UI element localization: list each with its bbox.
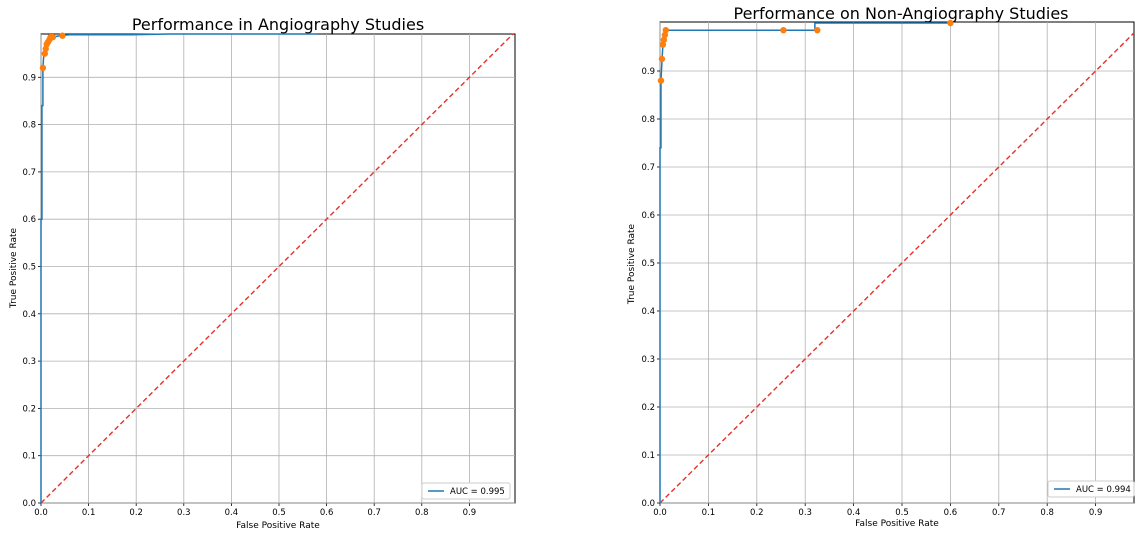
diagonal-layer <box>659 32 1135 504</box>
chance-diagonal-line <box>659 32 1135 504</box>
chart-non-angiography: Performance on Non-Angiography Studies 0… <box>627 4 1135 529</box>
y-tick-label: 0.7 <box>22 168 36 178</box>
x-tick-label: 0.6 <box>944 508 958 518</box>
x-tick-label: 0.5 <box>272 508 286 518</box>
points-layer <box>39 32 66 72</box>
legend-box <box>421 482 511 500</box>
y-axis-label: True Positive Rate <box>627 223 637 305</box>
y-tick-label: 0.5 <box>641 259 655 269</box>
threshold-point <box>661 31 669 39</box>
y-tick-label: 0.9 <box>641 67 655 77</box>
y-tick-label: 0.2 <box>22 404 36 414</box>
x-tick-label: 0.8 <box>1040 508 1054 518</box>
x-tick-label: 0.7 <box>992 508 1006 518</box>
x-tick-label: 0.9 <box>1089 508 1103 518</box>
x-tick-label: 0.2 <box>750 508 764 518</box>
y-tick-label: 0.0 <box>641 499 655 509</box>
y-tick-label: 0.0 <box>22 499 36 509</box>
x-tick-label: 0.4 <box>847 508 861 518</box>
y-tick-label: 0.4 <box>641 307 655 317</box>
y-tick-labels: 0.0 0.1 0.2 0.3 0.4 0.5 0.6 0.7 0.8 0.9 <box>641 67 655 509</box>
y-tick-label: 0.9 <box>22 73 36 83</box>
threshold-point <box>662 27 670 34</box>
threshold-point <box>49 33 57 41</box>
x-tick-label: 0.8 <box>415 508 429 518</box>
chart-angiography: Performance in Angiography Studies 0.0 0.… <box>9 15 516 531</box>
x-tick-label: 0.0 <box>653 508 667 518</box>
threshold-point <box>814 27 821 34</box>
x-tick-labels: 0.0 0.1 0.2 0.3 0.4 0.5 0.6 0.7 0.8 0.9 <box>653 508 1102 518</box>
legend: AUC = 0.995 <box>421 482 511 500</box>
y-tick-labels: 0.0 0.1 0.2 0.3 0.4 0.5 0.6 0.7 0.8 0.9 <box>22 73 36 509</box>
y-tick-label: 0.1 <box>22 452 36 462</box>
y-tick-label: 0.8 <box>641 115 655 125</box>
y-tick-label: 0.6 <box>22 215 36 225</box>
threshold-point <box>657 77 665 84</box>
y-tick-label: 0.8 <box>22 121 36 131</box>
x-tick-labels: 0.0 0.1 0.2 0.3 0.4 0.5 0.6 0.7 0.8 0.9 <box>34 508 476 518</box>
y-tick-label: 0.1 <box>641 451 655 461</box>
threshold-point <box>59 32 66 39</box>
x-tick-label: 0.7 <box>367 508 381 518</box>
legend-box <box>1047 480 1135 498</box>
x-tick-label: 0.3 <box>177 508 191 518</box>
threshold-point <box>947 19 954 27</box>
plot-area <box>659 21 1135 504</box>
points-layer <box>657 19 954 84</box>
legend: AUC = 0.994 <box>1047 480 1135 498</box>
x-tick-label: 0.6 <box>320 508 334 518</box>
y-tick-label: 0.4 <box>22 310 36 320</box>
x-tick-label: 0.0 <box>34 508 48 518</box>
plot-area <box>40 33 516 504</box>
chance-diagonal-line <box>40 33 514 504</box>
threshold-point <box>658 55 666 63</box>
x-axis-label: False Positive Rate <box>236 521 320 531</box>
threshold-point <box>39 64 47 72</box>
x-tick-label: 0.1 <box>82 508 96 518</box>
chart-title: Performance on Non-Angiography Studies <box>733 4 1068 23</box>
x-tick-label: 0.1 <box>702 508 716 518</box>
y-tick-label: 0.3 <box>22 357 36 367</box>
y-tick-label: 0.2 <box>641 403 655 413</box>
y-axis-label: True Positive Rate <box>9 227 19 309</box>
y-tick-label: 0.5 <box>22 263 36 273</box>
legend-label: AUC = 0.995 <box>450 487 505 497</box>
x-tick-label: 0.4 <box>225 508 239 518</box>
y-tick-label: 0.6 <box>641 211 655 221</box>
x-tick-label: 0.9 <box>463 508 477 518</box>
x-tick-label: 0.5 <box>895 508 909 518</box>
legend-label: AUC = 0.994 <box>1076 485 1131 495</box>
x-tick-label: 0.3 <box>798 508 812 518</box>
threshold-point <box>659 41 667 48</box>
x-axis-label: False Positive Rate <box>855 519 939 529</box>
y-tick-label: 0.7 <box>641 163 655 173</box>
threshold-point <box>780 27 787 34</box>
threshold-point <box>660 36 668 43</box>
grid-layer <box>657 22 1134 506</box>
chart-title: Performance in Angiography Studies <box>132 15 424 34</box>
x-tick-label: 0.2 <box>129 508 143 518</box>
diagonal-layer <box>40 33 514 504</box>
y-tick-label: 0.3 <box>641 355 655 365</box>
